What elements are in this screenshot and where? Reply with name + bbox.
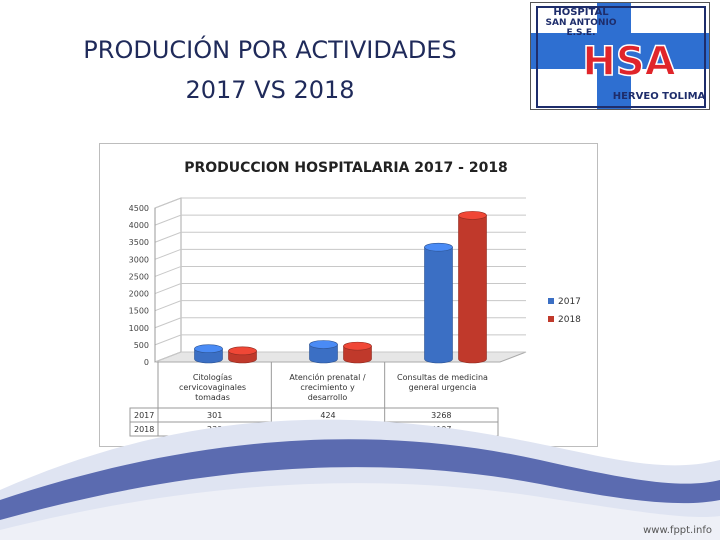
logo-text-ese: E.S.E. bbox=[566, 28, 595, 38]
y-tick-label: 3500 bbox=[129, 238, 149, 247]
y-tick-label: 0 bbox=[144, 358, 149, 367]
x-tick-label: Consultas de medicina bbox=[397, 373, 488, 382]
gridline bbox=[154, 300, 526, 312]
gridline bbox=[154, 231, 526, 243]
x-tick-label: Atención prenatal / bbox=[289, 372, 365, 382]
bar-top-2017-2 bbox=[424, 242, 453, 252]
bar-2018-1 bbox=[343, 345, 372, 364]
y-tick-label: 1000 bbox=[129, 324, 149, 333]
logo-text-location: HERVEO TOLIMA bbox=[613, 91, 706, 102]
logo-text-hospital: HOSPITAL bbox=[553, 7, 609, 18]
bar-top-2017-0 bbox=[194, 344, 223, 353]
y-tick-label: 2500 bbox=[129, 272, 149, 281]
hospital-logo-graphic: HOSPITAL SAN ANTONIO E.S.E. HSA HERVEO T… bbox=[531, 3, 709, 109]
bar-2018-2 bbox=[458, 215, 487, 364]
x-tick-label: general urgencia bbox=[409, 383, 477, 392]
chart-title: PRODUCCION HOSPITALARIA 2017 - 2018 bbox=[184, 160, 508, 176]
y-tick-label: 2000 bbox=[129, 290, 149, 299]
legend-label-2017: 2017 bbox=[558, 297, 581, 307]
x-tick-label: tomadas bbox=[195, 393, 230, 402]
data-table-value: 3268 bbox=[431, 411, 451, 420]
gridline bbox=[154, 334, 526, 346]
slide-title: PRODUCIÓN POR ACTIVIDADES 2017 VS 2018 bbox=[40, 30, 500, 110]
bar-top-2018-1 bbox=[343, 341, 372, 351]
legend-swatch-2018 bbox=[548, 316, 554, 322]
y-tick-label: 500 bbox=[134, 341, 149, 350]
gridline bbox=[154, 265, 526, 277]
x-tick-label: Citologías bbox=[193, 373, 232, 382]
x-tick-label: cervicovaginales bbox=[179, 383, 246, 392]
bar-chart: PRODUCCION HOSPITALARIA 2017 - 2018 0 500… bbox=[129, 160, 581, 437]
x-tick-label: desarrollo bbox=[308, 393, 348, 402]
chart-side-wall bbox=[154, 197, 182, 363]
bar-2017-1 bbox=[309, 344, 338, 364]
legend-label-2018: 2018 bbox=[558, 315, 581, 325]
logo-border bbox=[536, 6, 706, 108]
y-tick-label: 4000 bbox=[129, 221, 149, 230]
y-tick-label: 4500 bbox=[129, 204, 149, 213]
slide-title-line2: 2017 VS 2018 bbox=[185, 76, 355, 104]
hospital-logo: HOSPITAL SAN ANTONIO E.S.E. HSA HERVEO T… bbox=[530, 2, 710, 110]
bar-top-2018-2 bbox=[458, 211, 487, 220]
wave-dark bbox=[0, 439, 720, 520]
bar-2017-2 bbox=[424, 246, 453, 364]
gridline bbox=[154, 351, 526, 363]
data-table-value: 424 bbox=[320, 411, 335, 420]
data-table-series-name-2018: 2018 bbox=[134, 425, 154, 434]
logo-text-san-antonio: SAN ANTONIO bbox=[546, 18, 617, 28]
y-tick-label: 1500 bbox=[129, 307, 149, 316]
logo-cross-horizontal bbox=[531, 33, 709, 69]
gridline bbox=[154, 214, 526, 226]
logo-monogram: HSA bbox=[582, 39, 675, 85]
data-table-series-name-2017: 2017 bbox=[134, 411, 154, 420]
bar-top-2018-0 bbox=[228, 346, 257, 356]
gridline bbox=[154, 197, 526, 209]
slide-title-line1: PRODUCIÓN POR ACTIVIDADES bbox=[83, 36, 457, 64]
y-tick-label: 3000 bbox=[129, 255, 149, 264]
footer-url: www.fppt.info bbox=[643, 525, 712, 536]
data-table-value: 301 bbox=[207, 411, 222, 420]
x-tick-label: crecimiento y bbox=[300, 383, 355, 392]
gridline bbox=[154, 317, 526, 329]
bar-top-2017-1 bbox=[309, 340, 338, 349]
gridline bbox=[154, 248, 526, 260]
legend-swatch-2017 bbox=[548, 298, 554, 304]
wave-base bbox=[0, 483, 720, 540]
gridline bbox=[154, 283, 526, 295]
decorative-waves bbox=[0, 419, 720, 540]
